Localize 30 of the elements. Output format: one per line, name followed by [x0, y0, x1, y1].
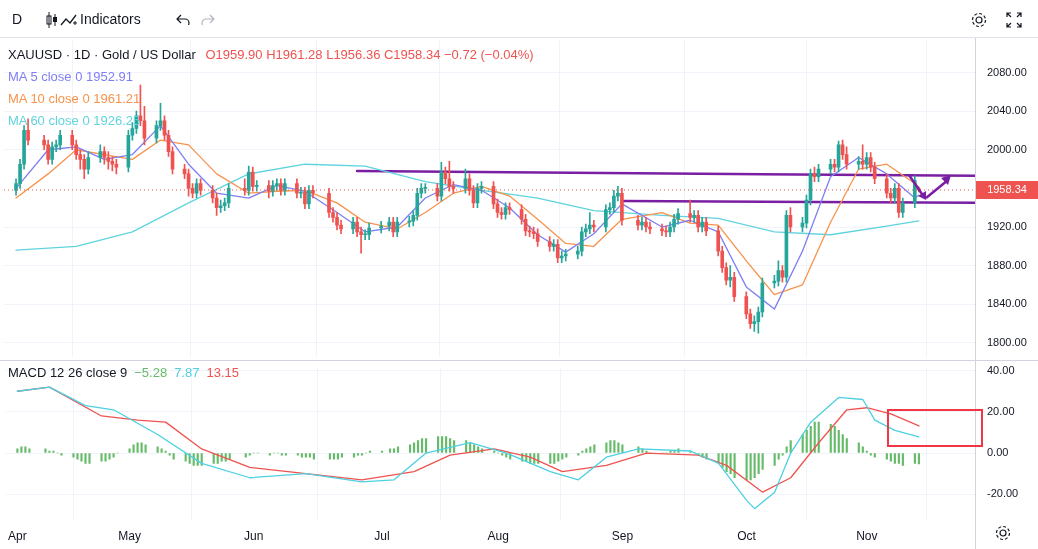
y-tick-label: 40.00 — [987, 363, 1015, 376]
x-tick-label: Jul — [374, 528, 390, 543]
text: MA 5 close 0 1952.91 — [8, 68, 134, 86]
x-tick-label: May — [118, 528, 141, 543]
y-tick-label: 0.00 — [987, 446, 1009, 459]
x-tick-label: Oct — [737, 528, 757, 543]
text: O1959.90 H1961.28 L1956.36 C1958.34 −0.72 (−0.04%) — [204, 47, 534, 62]
y-tick-label: 2040.00 — [987, 104, 1027, 117]
ref-line-label: 1958.34 — [987, 183, 1027, 196]
y-tick-label: 2000.00 — [987, 142, 1027, 155]
y-tick-label: 20.00 — [987, 404, 1015, 417]
text: MA 10 close 0 1961.21 — [8, 90, 141, 108]
y-tick-label: 1880.00 — [987, 258, 1027, 271]
x-tick-label: Aug — [487, 528, 509, 543]
text: 7.87 — [174, 365, 200, 380]
text: D — [12, 10, 23, 29]
y-tick-label: 1920.00 — [987, 220, 1027, 233]
y-tick-label: 2080.00 — [987, 65, 1027, 78]
text: Indicators — [80, 10, 141, 29]
x-tick-label: Apr — [8, 528, 27, 543]
text: 13.15 — [206, 365, 239, 380]
x-tick-label: Nov — [856, 528, 878, 543]
x-tick-label: Jun — [244, 528, 264, 543]
y-tick-label: 1800.00 — [987, 335, 1027, 348]
y-tick-label: 1840.00 — [987, 297, 1027, 310]
text: XAUUSD · 1D · Gold / US Dollar — [8, 47, 196, 62]
chart-title: MACD 12 26 close 9 — [8, 365, 128, 380]
text: −5.28 — [134, 365, 168, 380]
y-tick-label: -20.00 — [987, 487, 1019, 500]
x-tick-label: Sep — [611, 528, 634, 543]
